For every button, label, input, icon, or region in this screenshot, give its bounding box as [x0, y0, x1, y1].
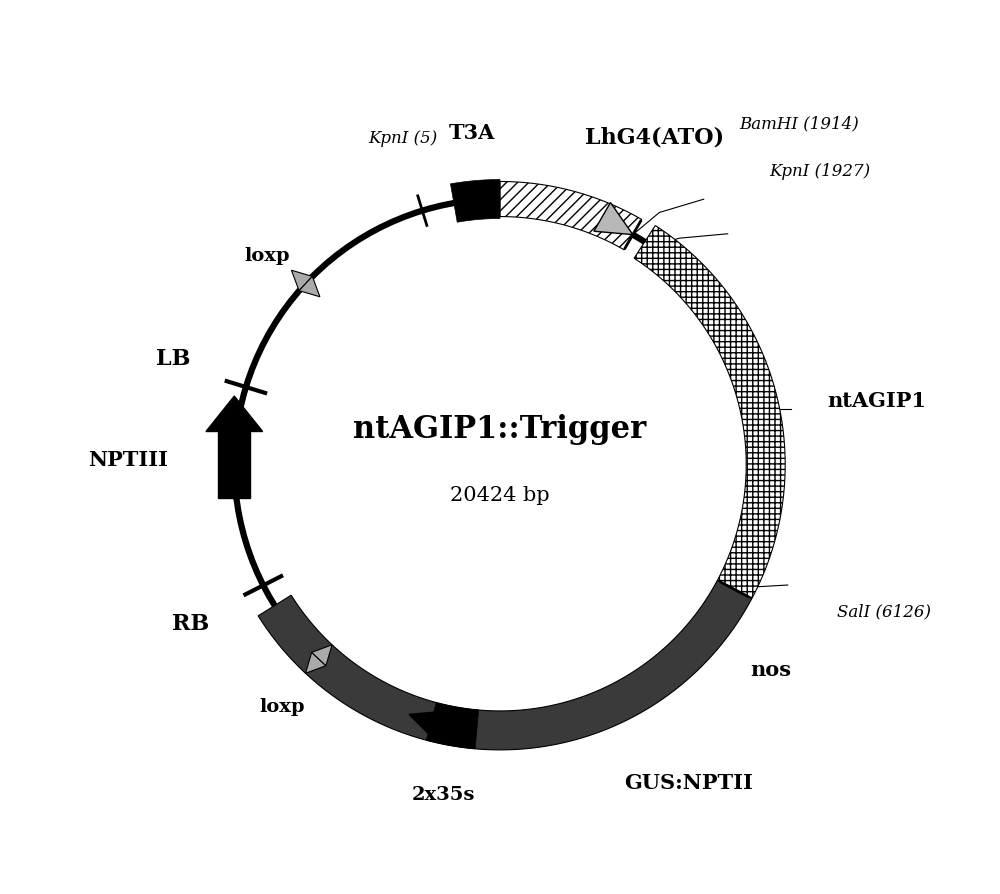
- Bar: [218, 432, 250, 498]
- Polygon shape: [409, 711, 448, 742]
- Text: BamHI (1914): BamHI (1914): [739, 115, 859, 132]
- Text: loxp: loxp: [244, 248, 290, 266]
- Text: GUS:NPTII: GUS:NPTII: [624, 772, 753, 793]
- Polygon shape: [206, 396, 263, 432]
- Text: ntAGIP1: ntAGIP1: [827, 392, 926, 411]
- Polygon shape: [634, 225, 785, 599]
- Text: KpnI (5): KpnI (5): [368, 131, 438, 148]
- Text: 2x35s: 2x35s: [412, 786, 475, 804]
- Text: LB: LB: [156, 348, 191, 370]
- Text: T3A: T3A: [449, 122, 495, 143]
- Polygon shape: [299, 276, 320, 297]
- Text: SalI (6126): SalI (6126): [837, 603, 931, 620]
- Text: KpnI (1927): KpnI (1927): [769, 163, 870, 180]
- Text: NPTIII: NPTIII: [88, 451, 168, 470]
- Text: LhG4(ATO): LhG4(ATO): [585, 126, 724, 148]
- Text: RB: RB: [172, 612, 210, 635]
- Polygon shape: [450, 180, 500, 223]
- Polygon shape: [426, 703, 479, 749]
- Polygon shape: [312, 645, 332, 666]
- Polygon shape: [594, 203, 633, 234]
- Text: 20424 bp: 20424 bp: [450, 486, 550, 505]
- Polygon shape: [500, 181, 642, 249]
- Text: loxp: loxp: [260, 698, 305, 716]
- Polygon shape: [258, 580, 752, 750]
- Polygon shape: [306, 653, 326, 673]
- Polygon shape: [291, 270, 312, 291]
- Text: nos: nos: [750, 660, 791, 680]
- Text: ntAGIP1::Trigger: ntAGIP1::Trigger: [353, 414, 647, 445]
